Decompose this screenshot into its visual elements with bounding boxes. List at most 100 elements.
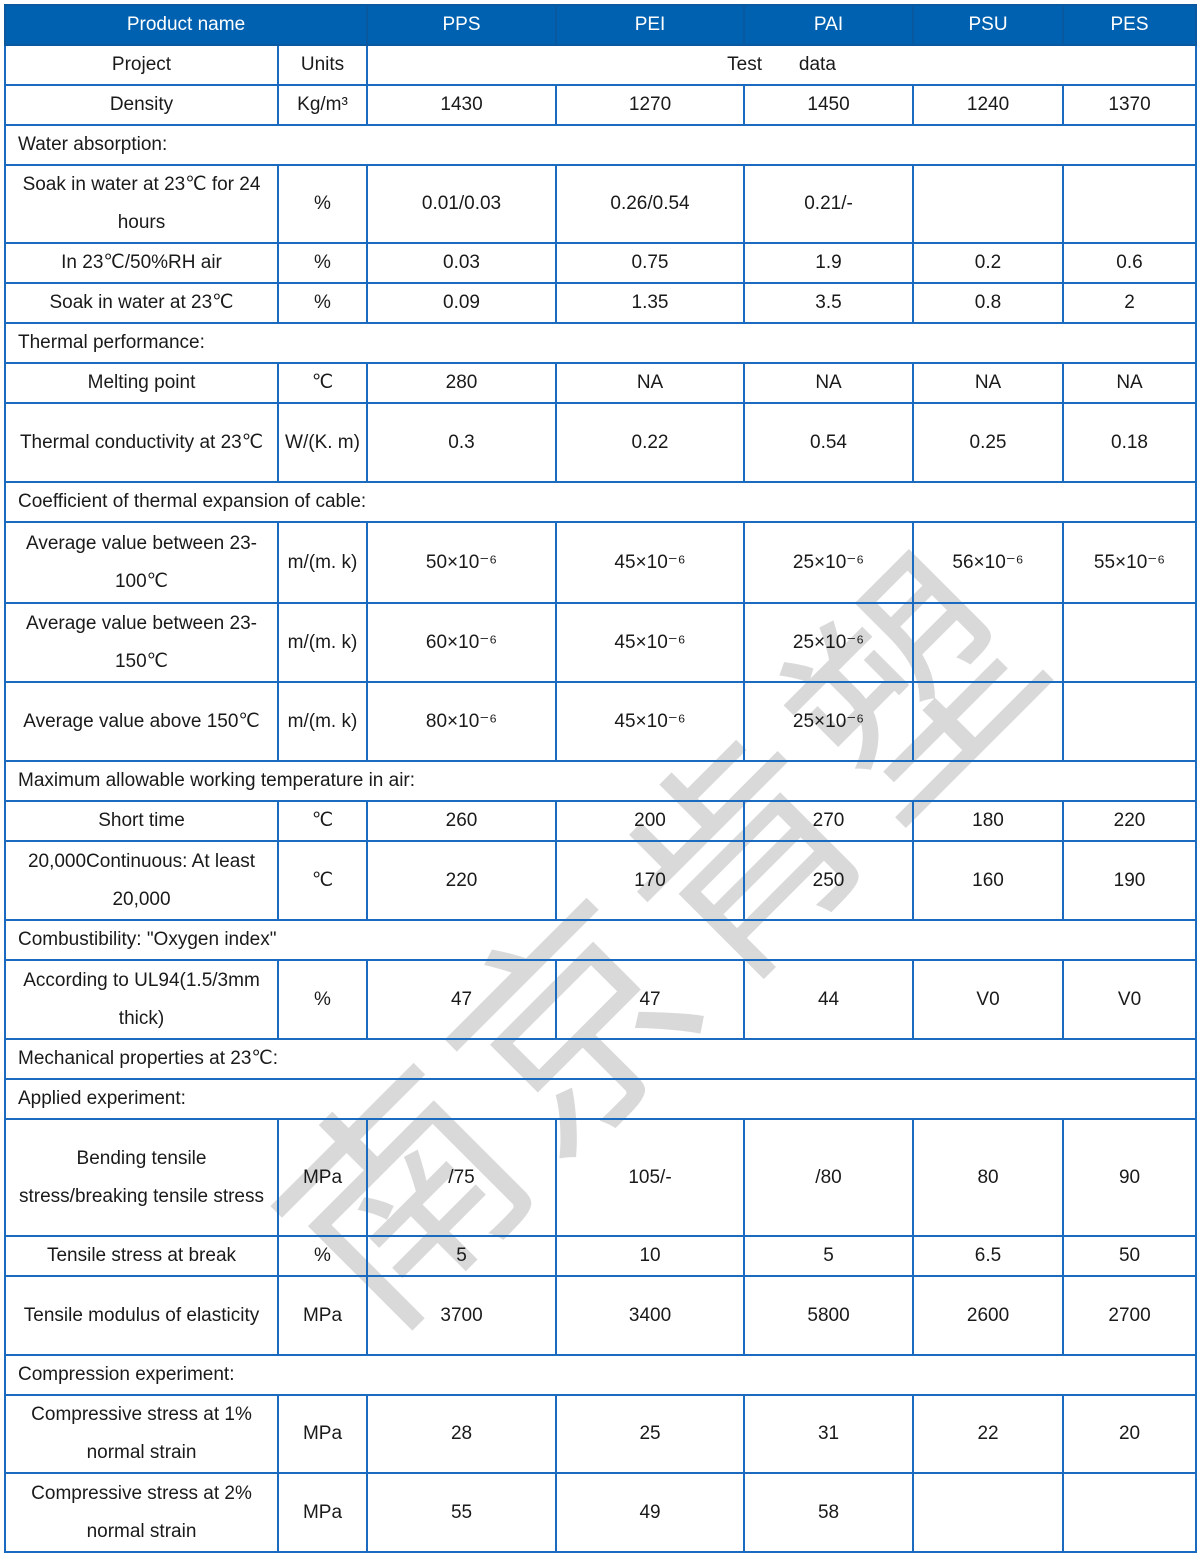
section-title: Water absorption: [3,124,1198,166]
value-cell: 80×10⁻⁶ [366,681,558,762]
unit-cell: MPa [276,1275,369,1356]
table-row: Density Kg/m³ 1430 1270 1450 1240 1370 [4,84,1198,126]
value-cell: 0.01/0.03 [366,164,558,244]
table-row: Soak in water at 23℃ for 24 hours% 0.01/0… [4,164,1198,244]
value-cell: 0.75 [555,242,746,284]
value-cell: 2700 [1062,1275,1198,1356]
unit-cell: % [276,242,369,284]
header-row: Product name PPS PEI PAI PSU PES [3,4,1198,46]
value-cell [912,602,1065,683]
value-cell: 56×10⁻⁶ [912,521,1065,604]
unit-cell: % [276,1235,369,1277]
section-title: Thermal performance: [3,322,1198,364]
product-header: PES [1062,4,1198,46]
property-label: Tensile stress at break [4,1235,279,1277]
value-cell: 45×10⁻⁶ [555,681,746,762]
table-row: Melting point ℃ 280 NA NA NA NA [4,362,1198,404]
value-cell: 55 [366,1472,558,1553]
value-cell: 80 [912,1118,1065,1237]
value-cell [1062,1472,1198,1553]
section-title: Applied experiment: [3,1078,1198,1120]
value-cell: 1.9 [743,242,915,284]
value-cell: 180 [912,800,1065,842]
product-header: PPS [366,4,558,46]
table-row: Average value between 23-150℃ m/(m. k) 60×… [4,602,1198,683]
value-cell: /75 [366,1118,558,1237]
value-cell: 2 [1062,282,1198,324]
section-title: Mechanical properties at 23℃: [3,1038,1198,1080]
value-cell [1062,681,1198,762]
unit-cell: % [276,282,369,324]
value-cell: 0.25 [912,402,1065,483]
value-cell: 170 [555,840,746,921]
value-cell: 1450 [743,84,915,126]
unit-cell: MPa [276,1118,369,1237]
value-cell: 50×10⁻⁶ [366,521,558,604]
unit-cell: ℃ [276,840,369,921]
value-cell: 0.3 [366,402,558,483]
table-row: According to UL94(1.5/3mm thick)% 47 47 44 V… [4,959,1198,1040]
value-cell: 270 [743,800,915,842]
value-cell: 220 [366,840,558,921]
value-cell: NA [743,362,915,404]
table-row: Short time ℃ 260 200 270 180 220 [4,800,1198,842]
section-row: Coefficient of thermal expansion of cabl… [3,481,1198,523]
value-cell: 2600 [912,1275,1065,1356]
value-cell: 0.22 [555,402,746,483]
value-cell [1062,164,1198,244]
product-header: PEI [555,4,746,46]
unit-cell: m/(m. k) [276,602,369,683]
value-cell: 5 [366,1235,558,1277]
unit-cell: W/(K. m) [276,402,369,483]
value-cell: 1270 [555,84,746,126]
project-header: Project [4,44,279,86]
value-cell: 1240 [912,84,1065,126]
unit-cell: m/(m. k) [276,681,369,762]
value-cell: 160 [912,840,1065,921]
properties-table: Product name PPS PEI PAI PSU PES Project… [3,4,1198,1553]
section-row: Thermal performance: [3,322,1198,364]
product-name-header: Product name [3,4,369,46]
value-cell: NA [1062,362,1198,404]
property-label: Tensile modulus of elasticity [4,1275,279,1356]
value-cell: 28 [366,1394,558,1474]
value-cell [912,681,1065,762]
value-cell: 3.5 [743,282,915,324]
value-cell: 10 [555,1235,746,1277]
value-cell: 5800 [743,1275,915,1356]
value-cell: 0.2 [912,242,1065,284]
unit-cell: % [276,959,369,1040]
unit-cell: Kg/m³ [276,84,369,126]
table-row: Tensile modulus of elasticity MPa 3700 3400… [4,1275,1198,1356]
units-header: Units [276,44,369,86]
value-cell: 0.03 [366,242,558,284]
section-title: Coefficient of thermal expansion of cabl… [3,481,1198,523]
property-label: Short time [4,800,279,842]
property-label: Density [4,84,279,126]
product-header: PSU [912,4,1065,46]
value-cell: 1430 [366,84,558,126]
property-label: 20,000Continuous: At least 20,000 [4,840,279,921]
value-cell: NA [912,362,1065,404]
unit-cell: m/(m. k) [276,521,369,604]
value-cell: 1370 [1062,84,1198,126]
value-cell: 31 [743,1394,915,1474]
property-label: Compressive stress at 2% normal strain [4,1472,279,1553]
section-row: Compression experiment: [3,1354,1198,1396]
value-cell: V0 [1062,959,1198,1040]
unit-cell: MPa [276,1394,369,1474]
value-cell: 0.09 [366,282,558,324]
value-cell [1062,602,1198,683]
value-cell: 250 [743,840,915,921]
value-cell: 60×10⁻⁶ [366,602,558,683]
value-cell: 45×10⁻⁶ [555,521,746,604]
section-row: Mechanical properties at 23℃: [3,1038,1198,1080]
value-cell: 22 [912,1394,1065,1474]
value-cell: /80 [743,1118,915,1237]
value-cell: 3700 [366,1275,558,1356]
value-cell: 0.21/- [743,164,915,244]
table-row: 20,000Continuous: At least 20,000 ℃ 220 170… [4,840,1198,921]
section-row: Combustibility: "Oxygen index" [3,919,1198,961]
table-row: Compressive stress at 1% normal strain MP… [4,1394,1198,1474]
unit-cell: ℃ [276,362,369,404]
